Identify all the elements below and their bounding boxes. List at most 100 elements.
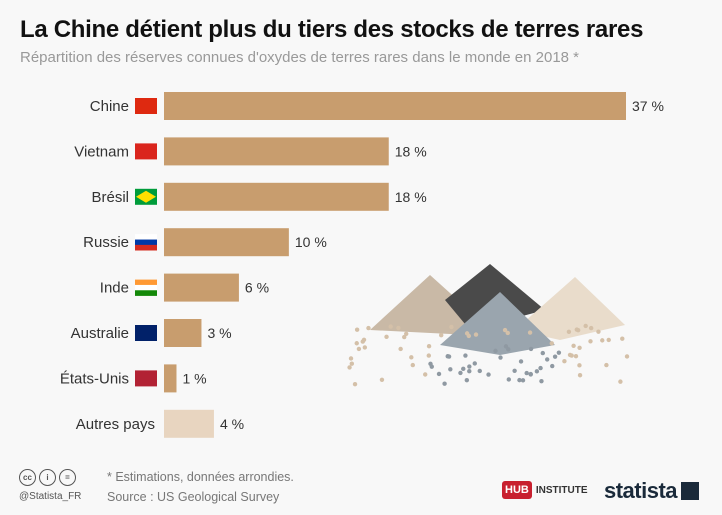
mineral-dot (474, 332, 478, 336)
source: Source : US Geological Survey (107, 490, 279, 504)
mineral-dot (538, 366, 542, 370)
mineral-dot (423, 372, 427, 376)
minerals-illustration (370, 264, 625, 355)
mineral-dot (363, 345, 367, 349)
mineral-dot (478, 369, 482, 373)
flag-stripe (135, 240, 157, 246)
mineral-dot (357, 347, 361, 351)
value-label: 3 % (207, 325, 231, 341)
mineral-dot (467, 369, 471, 373)
category-label: États-Unis (60, 370, 129, 387)
mineral-dot (545, 357, 549, 361)
mineral-dot (512, 369, 516, 373)
mineral-dot (528, 330, 532, 334)
bar-chart: Chine 37 % Vietnam 18 % Brésil 18 % Russie 10 %… (0, 0, 722, 460)
mineral-dot (355, 328, 359, 332)
flag-stripe (135, 280, 157, 286)
mineral-dot (607, 338, 611, 342)
bar (164, 274, 239, 302)
value-label: 1 % (182, 370, 206, 386)
mineral-dot (596, 329, 600, 333)
mineral-dot (473, 361, 477, 365)
category-label: Brésil (91, 189, 129, 206)
mineral-dot (507, 377, 511, 381)
mineral-dot (493, 349, 497, 353)
bar (164, 319, 201, 347)
mineral-dot (541, 351, 545, 355)
infographic: La Chine détient plus du tiers des stock… (0, 0, 722, 515)
statista-handle: @Statista_FR (19, 491, 81, 502)
statista-logo: statista (604, 478, 699, 504)
mineral-dot (604, 363, 608, 367)
value-label: 4 % (220, 416, 244, 432)
mineral-dot (553, 354, 557, 358)
mineral-dot (427, 353, 431, 357)
flag-stripe (135, 234, 157, 240)
mineral-dot (465, 331, 469, 335)
mineral-dot (504, 344, 508, 348)
mineral-dot (442, 382, 446, 386)
mineral-dot (465, 378, 469, 382)
value-label: 18 % (395, 143, 427, 159)
mineral-dot (578, 373, 582, 377)
category-label: Autres pays (76, 416, 155, 433)
mineral-dot (458, 371, 462, 375)
bar (164, 92, 626, 120)
mineral-dot (388, 324, 392, 328)
mineral-dot (448, 367, 452, 371)
mineral-dot (577, 346, 581, 350)
flag-icon (135, 98, 157, 114)
value-label: 18 % (395, 189, 427, 205)
mineral-dot (362, 338, 366, 342)
mineral-dot (446, 354, 450, 358)
mineral-dot (396, 326, 400, 330)
flag-icon (135, 370, 157, 386)
mineral-dot (398, 347, 402, 351)
category-label: Chine (90, 98, 129, 115)
flag-icon (135, 143, 157, 159)
bar (164, 183, 389, 211)
mineral-dot (411, 363, 415, 367)
mineral-dot (409, 355, 413, 359)
mineral-dot (600, 338, 604, 342)
mineral-dot (535, 369, 539, 373)
mineral-dot (562, 359, 566, 363)
mineral-dot (430, 364, 434, 368)
mineral-dot (519, 359, 523, 363)
mineral-dot (353, 382, 357, 386)
value-label: 6 % (245, 280, 269, 296)
mineral-dot (569, 353, 573, 357)
mineral-dot (449, 325, 453, 329)
category-label: Russie (83, 234, 129, 251)
flag-stripe (135, 285, 157, 291)
mineral-dot (355, 341, 359, 345)
mineral-dot (529, 347, 533, 351)
mineral-dot (529, 372, 533, 376)
mineral-dot (589, 326, 593, 330)
mineral-dot (366, 326, 370, 330)
creative-commons-icons: cc i = (19, 469, 76, 486)
mineral-dot (574, 354, 578, 358)
mineral-dot (404, 332, 408, 336)
value-label: 37 % (632, 98, 664, 114)
mineral-dot (557, 350, 561, 354)
mineral-dot (463, 353, 467, 357)
mineral-dot (571, 344, 575, 348)
bar (164, 410, 214, 438)
mineral-dot (550, 341, 554, 345)
mineral-dot (437, 372, 441, 376)
mineral-dot (618, 379, 622, 383)
mineral-dot (517, 378, 521, 382)
bar (164, 364, 176, 392)
mineral-dot (550, 364, 554, 368)
flag-stripe (135, 245, 157, 251)
mineral-dot (380, 378, 384, 382)
mineral-dot (577, 363, 581, 367)
footnote: * Estimations, données arrondies. (107, 470, 294, 484)
bar (164, 137, 389, 165)
mineral-dot (347, 365, 351, 369)
mineral-dot (461, 367, 465, 371)
mineral-dot (583, 324, 587, 328)
category-label: Inde (100, 280, 129, 297)
value-label: 10 % (295, 234, 327, 250)
